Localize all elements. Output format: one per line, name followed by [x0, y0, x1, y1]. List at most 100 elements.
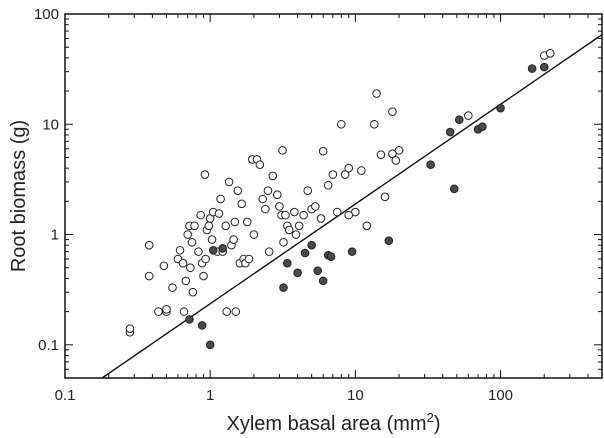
filled-point — [279, 283, 288, 292]
open-point — [162, 304, 171, 314]
filled-point — [445, 127, 455, 137]
open-point — [201, 254, 210, 264]
x-axis-label-sup: 2 — [427, 410, 434, 425]
open-point — [183, 230, 192, 239]
open-point — [175, 245, 185, 255]
open-point — [196, 210, 205, 220]
open-point — [222, 307, 232, 316]
filled-point — [426, 160, 435, 169]
open-point — [264, 247, 274, 256]
open-point — [261, 204, 270, 214]
open-point — [376, 150, 386, 159]
open-point — [268, 171, 278, 181]
x-tick-label: 100 — [488, 387, 513, 404]
open-point — [357, 166, 366, 175]
axis-ticks — [64, 14, 603, 379]
filled-point — [454, 115, 464, 125]
open-point — [144, 271, 154, 281]
filled-point — [307, 240, 316, 250]
open-point — [168, 283, 177, 292]
open-point — [388, 149, 397, 159]
open-point — [344, 210, 354, 220]
open-point — [290, 207, 299, 217]
y-tick-label: 1 — [51, 227, 59, 244]
open-point — [323, 180, 333, 190]
open-point — [388, 107, 397, 117]
open-point — [273, 190, 282, 199]
open-point — [230, 217, 240, 227]
filled-point — [283, 258, 292, 268]
open-point — [159, 261, 169, 271]
open-point — [255, 160, 265, 169]
open-point — [190, 221, 199, 231]
open-point — [154, 307, 163, 316]
open-point — [380, 192, 390, 202]
filled-point — [384, 236, 394, 245]
filled-point — [326, 252, 336, 261]
open-point — [284, 225, 294, 235]
open-point — [303, 186, 313, 195]
filled-point — [527, 64, 537, 73]
open-point — [144, 240, 154, 250]
open-point — [336, 119, 346, 129]
filled-point — [185, 315, 194, 324]
open-point — [233, 186, 243, 195]
regression-line — [101, 34, 603, 379]
y-axis-label: Root biomass (g) — [8, 120, 30, 272]
filled-point — [197, 321, 207, 330]
open-point — [291, 230, 301, 239]
filled-point — [496, 103, 505, 113]
open-point — [362, 221, 372, 231]
open-point — [229, 235, 238, 244]
open-point — [278, 146, 287, 155]
open-point — [125, 324, 135, 333]
open-point — [187, 238, 197, 247]
open-point — [216, 194, 225, 204]
open-point — [204, 221, 214, 231]
open-point — [318, 146, 328, 156]
filled-point — [318, 276, 328, 286]
open-point — [281, 210, 290, 220]
tick-labels: 0.1 1 10 100 0.1 1 10 100 — [34, 6, 513, 404]
open-point — [237, 199, 247, 209]
open-point — [332, 207, 342, 217]
data-points — [125, 49, 555, 350]
open-point — [275, 202, 284, 211]
open-point — [328, 170, 338, 179]
open-point — [214, 209, 224, 218]
filled-point — [300, 248, 310, 258]
open-point — [186, 263, 195, 273]
open-point — [199, 271, 208, 281]
open-point — [200, 170, 210, 179]
open-point — [263, 186, 273, 195]
filled-point — [293, 268, 302, 278]
x-axis-label-main: Xylem basal area (mm — [227, 413, 427, 435]
x-axis-label-close: ) — [434, 413, 441, 435]
open-point — [394, 146, 404, 155]
filled-point — [218, 244, 228, 253]
open-point — [242, 217, 252, 227]
open-point — [279, 238, 288, 247]
y-tick-label: 100 — [34, 6, 59, 23]
open-point — [545, 49, 555, 58]
open-point — [207, 235, 217, 244]
filled-point — [539, 62, 549, 72]
y-tick-label: 0.1 — [38, 337, 59, 354]
open-point — [224, 177, 234, 187]
open-point — [221, 221, 231, 231]
open-point — [344, 163, 354, 173]
open-point — [178, 258, 188, 268]
x-tick-label: 10 — [347, 387, 364, 404]
y-tick-label: 10 — [42, 116, 59, 133]
open-point — [179, 307, 189, 316]
open-point — [372, 89, 381, 98]
filled-point — [449, 184, 459, 194]
open-point — [299, 210, 308, 220]
open-point — [391, 156, 401, 165]
open-point — [181, 276, 191, 286]
open-point — [258, 194, 267, 204]
open-point — [369, 119, 379, 129]
plot-frame — [64, 13, 603, 379]
open-point — [311, 202, 320, 211]
